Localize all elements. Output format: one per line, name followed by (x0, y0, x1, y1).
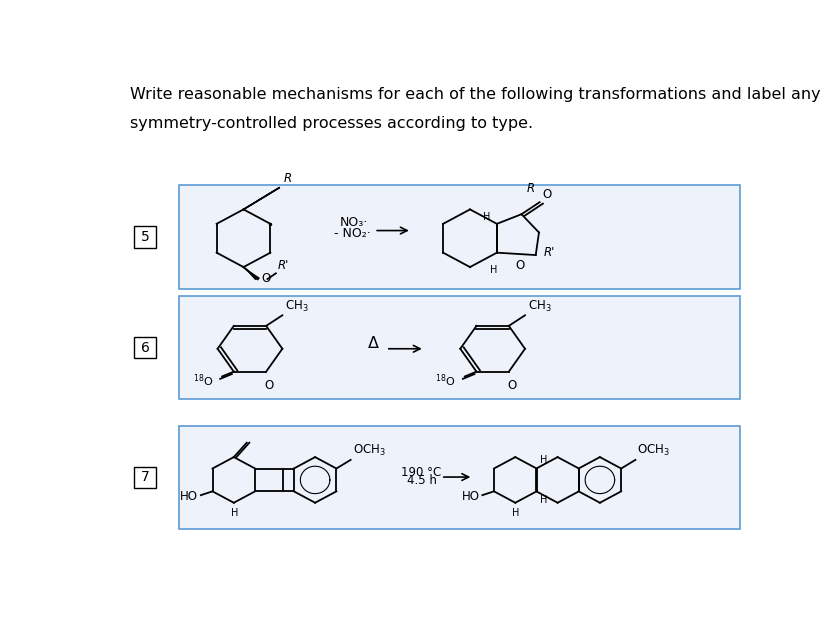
Text: HO: HO (462, 490, 480, 503)
Text: $^{18}$O: $^{18}$O (193, 372, 213, 389)
Text: Write reasonable mechanisms for each of the following transformations and label : Write reasonable mechanisms for each of … (130, 87, 821, 102)
Text: - NO₂·: - NO₂· (334, 227, 371, 240)
Text: H: H (231, 507, 239, 517)
Text: H: H (483, 212, 490, 222)
Text: OCH$_3$: OCH$_3$ (637, 443, 671, 458)
Text: H: H (540, 455, 547, 465)
Bar (134, 337, 156, 358)
Bar (134, 467, 156, 488)
Text: $^{18}$O: $^{18}$O (435, 372, 456, 389)
Text: CH$_3$: CH$_3$ (285, 299, 309, 314)
Text: H: H (512, 507, 519, 517)
Text: O: O (515, 259, 524, 271)
Bar (179, 185, 741, 289)
Text: 4.5 h: 4.5 h (407, 474, 437, 487)
Text: 5: 5 (141, 230, 149, 244)
Text: 6: 6 (141, 341, 149, 354)
Text: 7: 7 (141, 470, 149, 484)
Text: O: O (543, 188, 552, 201)
Polygon shape (244, 267, 261, 280)
Text: R': R' (278, 259, 289, 272)
Text: R: R (284, 172, 291, 185)
Bar (179, 426, 741, 529)
Text: H: H (490, 265, 498, 275)
Text: R: R (527, 182, 535, 195)
Text: O: O (265, 379, 274, 392)
Text: O: O (261, 271, 271, 285)
Text: 190 °C: 190 °C (402, 466, 442, 479)
Text: NO₃·: NO₃· (339, 216, 367, 229)
Text: R': R' (544, 246, 555, 259)
Text: $\Delta$: $\Delta$ (367, 334, 379, 351)
Text: symmetry-controlled processes according to type.: symmetry-controlled processes according … (130, 115, 534, 130)
Text: OCH$_3$: OCH$_3$ (352, 443, 386, 458)
Bar (134, 227, 156, 248)
Text: H: H (540, 495, 547, 505)
Bar (179, 296, 741, 399)
Text: O: O (508, 379, 517, 392)
Text: HO: HO (180, 490, 198, 503)
Text: CH$_3$: CH$_3$ (528, 299, 551, 314)
